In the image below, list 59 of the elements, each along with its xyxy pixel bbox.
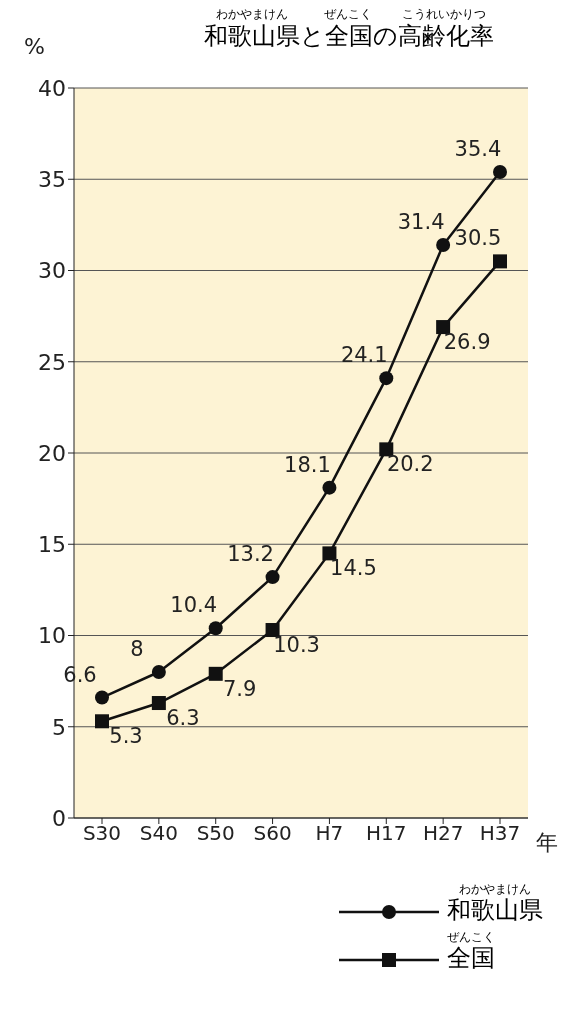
- point: [322, 546, 337, 561]
- point: [265, 623, 280, 638]
- furigana: こうれいかりつ: [401, 6, 487, 23]
- data-label: 10.3: [273, 633, 320, 658]
- y-axis-title: %: [24, 33, 45, 59]
- y-tick-label: 25: [38, 349, 66, 375]
- point: [151, 696, 166, 711]
- point: [265, 570, 280, 585]
- data-label: 14.5: [330, 556, 377, 581]
- data-label: 8: [130, 637, 144, 661]
- data-label: 13.2: [227, 542, 274, 567]
- y-tick-label: 10: [38, 623, 66, 649]
- x-tick-label: H27: [422, 821, 464, 846]
- legend-label: 和歌山県: [447, 896, 543, 924]
- y-tick-label: 15: [38, 532, 66, 558]
- point: [493, 254, 507, 269]
- point: [322, 480, 337, 495]
- x-tick-label: S40: [139, 821, 178, 846]
- point: [151, 665, 166, 679]
- x-tick-label: H17: [366, 821, 407, 846]
- point: [436, 320, 451, 335]
- point: [95, 690, 109, 705]
- x-tick-label: S60: [253, 821, 292, 846]
- y-tick-label: 5: [52, 714, 66, 740]
- furigana: わかやまけん: [458, 882, 532, 896]
- data-label: 26.9: [443, 330, 491, 355]
- data-label: 6.6: [63, 662, 97, 687]
- y-tick-label: 40: [38, 75, 66, 101]
- point: [208, 621, 223, 636]
- point: [493, 164, 507, 179]
- data-label: 31.4: [397, 209, 445, 234]
- point: [208, 666, 223, 681]
- data-label: 10.4: [170, 593, 218, 618]
- data-label: 30.5: [454, 226, 502, 251]
- data-label: 5.3: [109, 724, 143, 749]
- point: [436, 237, 451, 252]
- x-tick-label: H7: [315, 821, 344, 846]
- x-tick-label: S50: [196, 821, 235, 846]
- y-tick-label: 35: [38, 167, 66, 193]
- furigana: ぜんこく: [447, 930, 495, 944]
- data-label: 24.1: [340, 343, 388, 368]
- y-tick-label: 0: [52, 805, 66, 831]
- data-label: 6.3: [166, 706, 200, 731]
- point: [379, 371, 394, 386]
- data-label: 7.9: [223, 676, 257, 701]
- furigana: ぜんこく: [324, 6, 372, 23]
- y-tick-label: 30: [38, 258, 66, 284]
- x-axis-title: 年: [536, 829, 558, 855]
- chart-title: 和歌山県と全国の高齢化率: [204, 22, 494, 50]
- data-label: 35.4: [454, 136, 502, 161]
- x-tick-label: H37: [479, 821, 521, 846]
- y-tick-label: 20: [38, 440, 66, 466]
- data-label: 18.1: [284, 452, 331, 477]
- x-tick-label: S30: [82, 821, 122, 846]
- point: [379, 442, 394, 457]
- data-label: 20.2: [386, 452, 434, 477]
- legend-label: 全国: [447, 944, 495, 972]
- point: [95, 714, 109, 729]
- furigana: わかやまけん: [215, 6, 289, 23]
